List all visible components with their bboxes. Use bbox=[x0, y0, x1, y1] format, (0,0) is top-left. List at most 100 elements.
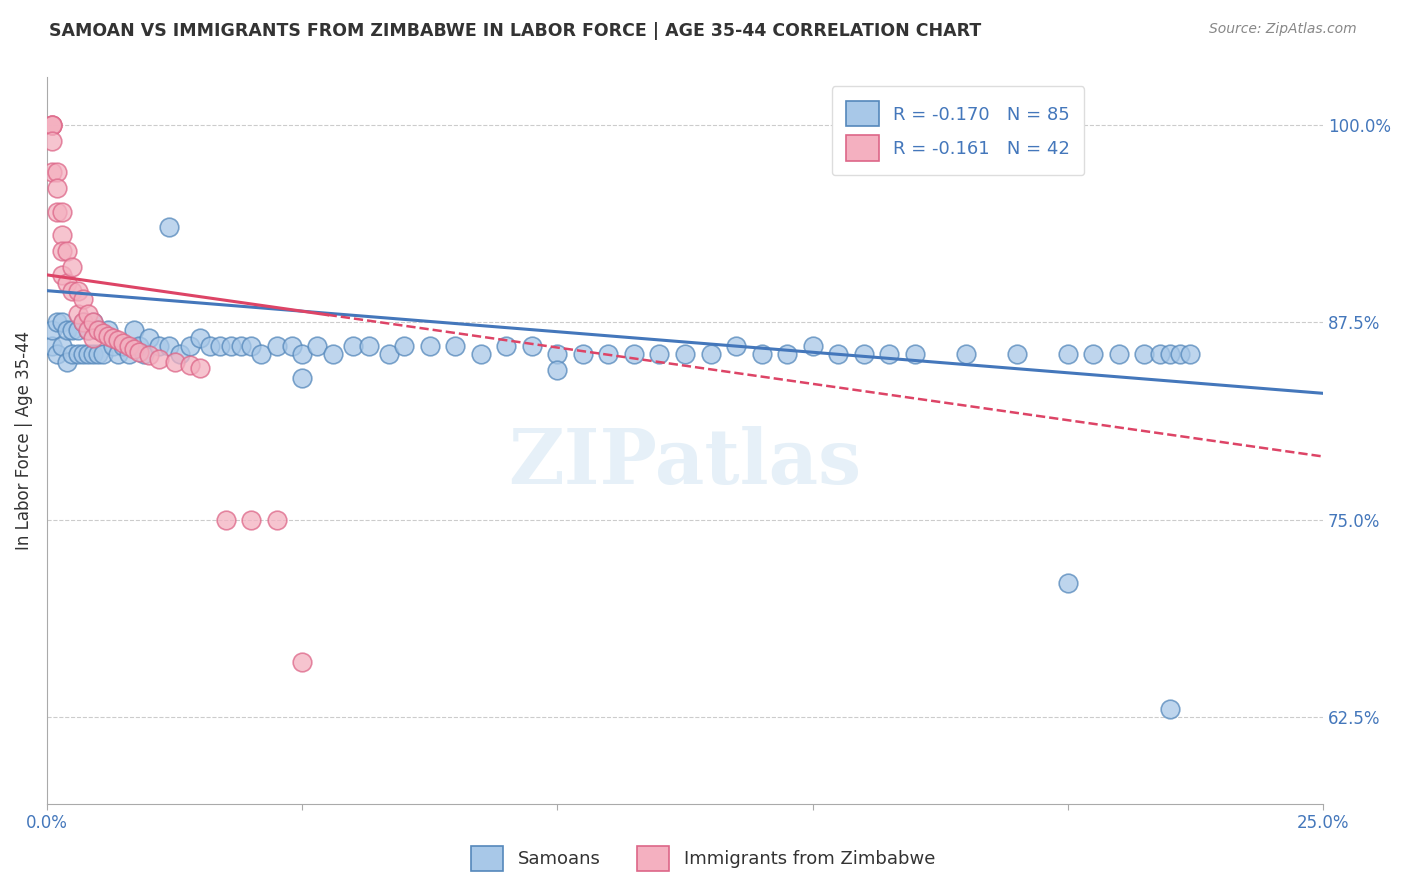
Point bbox=[138, 348, 160, 362]
Point bbox=[751, 347, 773, 361]
Point bbox=[41, 165, 63, 179]
Point bbox=[82, 315, 104, 329]
Point bbox=[56, 323, 79, 337]
Point bbox=[1083, 347, 1105, 361]
Point bbox=[41, 118, 63, 132]
Point bbox=[87, 323, 110, 337]
Point bbox=[41, 118, 63, 132]
Point bbox=[46, 204, 69, 219]
Point bbox=[138, 331, 160, 345]
Point bbox=[76, 323, 98, 337]
Point bbox=[200, 339, 222, 353]
Text: ZIPatlas: ZIPatlas bbox=[509, 425, 862, 500]
Point bbox=[214, 513, 236, 527]
Point bbox=[394, 339, 416, 353]
Point bbox=[266, 339, 288, 353]
Point bbox=[322, 347, 344, 361]
Point bbox=[1149, 347, 1171, 361]
Point bbox=[103, 331, 125, 345]
Point bbox=[97, 323, 120, 337]
Point bbox=[1180, 347, 1202, 361]
Point bbox=[51, 315, 73, 329]
Point bbox=[623, 347, 645, 361]
Point bbox=[470, 347, 492, 361]
Point bbox=[1159, 347, 1181, 361]
Point bbox=[520, 339, 543, 353]
Legend: R = -0.170   N = 85, R = -0.161   N = 42: R = -0.170 N = 85, R = -0.161 N = 42 bbox=[832, 87, 1084, 176]
Point bbox=[699, 347, 721, 361]
Point bbox=[62, 284, 84, 298]
Y-axis label: In Labor Force | Age 35-44: In Labor Force | Age 35-44 bbox=[15, 331, 32, 550]
Point bbox=[163, 355, 186, 369]
Point bbox=[128, 345, 150, 359]
Point bbox=[955, 347, 977, 361]
Point bbox=[87, 323, 110, 337]
Point bbox=[72, 347, 94, 361]
Point bbox=[91, 326, 114, 341]
Point bbox=[76, 323, 98, 337]
Point bbox=[801, 339, 824, 353]
Point bbox=[648, 347, 671, 361]
Point bbox=[41, 323, 63, 337]
Point bbox=[219, 339, 242, 353]
Point bbox=[87, 347, 110, 361]
Point bbox=[66, 307, 89, 321]
Point bbox=[852, 347, 875, 361]
Point bbox=[148, 339, 170, 353]
Point bbox=[132, 347, 155, 361]
Point bbox=[82, 331, 104, 345]
Point bbox=[378, 347, 401, 361]
Point bbox=[112, 339, 135, 353]
Point bbox=[62, 323, 84, 337]
Point bbox=[725, 339, 748, 353]
Point bbox=[51, 339, 73, 353]
Point bbox=[41, 134, 63, 148]
Point bbox=[72, 315, 94, 329]
Point bbox=[1057, 347, 1080, 361]
Point bbox=[240, 513, 263, 527]
Point bbox=[307, 339, 329, 353]
Point bbox=[112, 335, 135, 350]
Point bbox=[157, 339, 180, 353]
Point bbox=[51, 268, 73, 282]
Point bbox=[56, 244, 79, 259]
Point bbox=[72, 315, 94, 329]
Point bbox=[46, 315, 69, 329]
Point bbox=[66, 323, 89, 337]
Point bbox=[82, 315, 104, 329]
Point bbox=[122, 342, 145, 356]
Point bbox=[827, 347, 849, 361]
Point bbox=[97, 329, 120, 343]
Point bbox=[444, 339, 467, 353]
Point bbox=[82, 347, 104, 361]
Point bbox=[179, 339, 201, 353]
Point bbox=[76, 347, 98, 361]
Point bbox=[1133, 347, 1156, 361]
Point bbox=[188, 331, 211, 345]
Point bbox=[240, 339, 263, 353]
Point bbox=[877, 347, 900, 361]
Point bbox=[41, 339, 63, 353]
Point bbox=[673, 347, 696, 361]
Point bbox=[62, 260, 84, 274]
Point bbox=[66, 347, 89, 361]
Point bbox=[46, 165, 69, 179]
Point bbox=[66, 284, 89, 298]
Text: SAMOAN VS IMMIGRANTS FROM ZIMBABWE IN LABOR FORCE | AGE 35-44 CORRELATION CHART: SAMOAN VS IMMIGRANTS FROM ZIMBABWE IN LA… bbox=[49, 22, 981, 40]
Point bbox=[103, 339, 125, 353]
Point bbox=[179, 358, 201, 372]
Text: Source: ZipAtlas.com: Source: ZipAtlas.com bbox=[1209, 22, 1357, 37]
Point bbox=[51, 204, 73, 219]
Point bbox=[904, 347, 927, 361]
Point bbox=[128, 339, 150, 353]
Point bbox=[107, 347, 129, 361]
Point bbox=[291, 347, 314, 361]
Point bbox=[342, 339, 364, 353]
Point bbox=[1168, 347, 1191, 361]
Point bbox=[56, 276, 79, 290]
Point bbox=[51, 228, 73, 243]
Point bbox=[357, 339, 380, 353]
Point bbox=[148, 351, 170, 366]
Point bbox=[117, 347, 139, 361]
Point bbox=[51, 244, 73, 259]
